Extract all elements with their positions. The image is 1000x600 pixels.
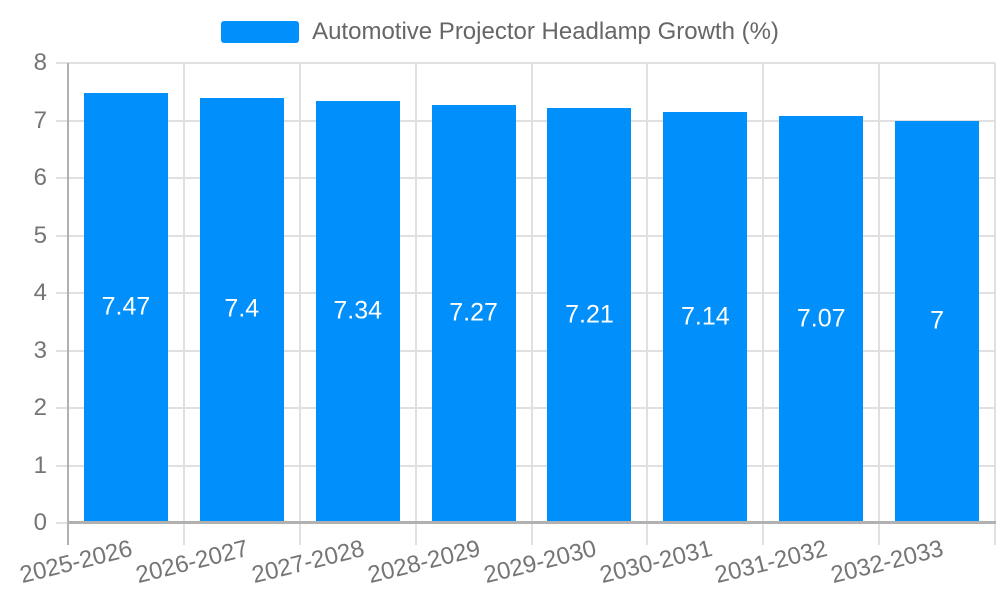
- x-gridline: [646, 63, 649, 545]
- x-axis-label: 2028-2029: [364, 535, 483, 589]
- x-axis-label: 2027-2028: [249, 535, 367, 589]
- x-axis-label: 2029-2030: [480, 535, 599, 589]
- y-axis-tick: [56, 464, 68, 467]
- y-axis-label: 3: [33, 336, 47, 364]
- x-axis-label: 2030-2031: [596, 535, 715, 589]
- x-axis-line: [67, 521, 996, 524]
- bar-2029-2030[interactable]: 7.21: [547, 108, 632, 521]
- y-axis-tick: [56, 234, 68, 237]
- bar-2025-2026[interactable]: 7.47: [83, 93, 168, 521]
- x-axis-label: 2032-2033: [828, 535, 947, 589]
- y-axis-tick: [56, 292, 68, 294]
- y-axis-tick: [56, 349, 68, 352]
- x-axis-label: 2025-2026: [17, 535, 136, 589]
- y-axis-label: 0: [33, 509, 47, 536]
- bar-value-label: 7.07: [796, 304, 846, 333]
- y-axis-label: 7: [33, 106, 47, 134]
- legend-label: Automotive Projector Headlamp Growth (%): [312, 18, 779, 45]
- bar-value-label: 7.4: [224, 294, 260, 323]
- bar-value-label: 7.34: [333, 296, 383, 325]
- y-axis-label: 8: [33, 49, 47, 76]
- y-axis-label: 2: [33, 394, 47, 421]
- x-gridline: [762, 63, 765, 545]
- bar-2030-2031[interactable]: 7.14: [663, 112, 748, 521]
- y-axis-tick: [56, 177, 68, 179]
- y-axis-tick: [56, 62, 68, 64]
- x-gridline: [878, 63, 881, 545]
- bar-value-label: 7.21: [565, 300, 614, 329]
- x-gridline: [298, 63, 301, 545]
- x-gridline: [994, 63, 996, 545]
- bar-2026-2027[interactable]: 7.4: [199, 97, 284, 521]
- y-axis-line: [67, 63, 69, 545]
- bar-value-label: 7.27: [449, 298, 498, 327]
- y-axis-tick: [56, 407, 68, 409]
- legend-swatch-icon: [221, 21, 300, 43]
- x-gridline: [182, 63, 185, 545]
- bar-value-label: 7.47: [101, 292, 151, 321]
- y-axis-label: 5: [33, 221, 47, 249]
- y-axis-label: 6: [33, 164, 47, 191]
- bar-2028-2029[interactable]: 7.27: [431, 104, 516, 521]
- y-axis-label: 1: [33, 451, 47, 479]
- bar-value-label: 7.14: [680, 302, 730, 331]
- y-axis-label: 4: [33, 279, 47, 306]
- x-gridline: [414, 63, 417, 545]
- bar-2032-2033[interactable]: 7: [895, 120, 980, 521]
- bar-2027-2028[interactable]: 7.34: [315, 100, 400, 521]
- bar-2031-2032[interactable]: 7.07: [779, 116, 864, 521]
- y-axis-tick: [56, 119, 68, 122]
- y-axis-tick: [56, 522, 68, 524]
- x-gridline: [530, 63, 533, 545]
- bar-value-label: 7: [930, 306, 945, 335]
- x-axis-label: 2031-2032: [712, 535, 831, 589]
- x-axis-label: 2026-2027: [133, 535, 252, 589]
- legend[interactable]: Automotive Projector Headlamp Growth (%): [0, 18, 1000, 46]
